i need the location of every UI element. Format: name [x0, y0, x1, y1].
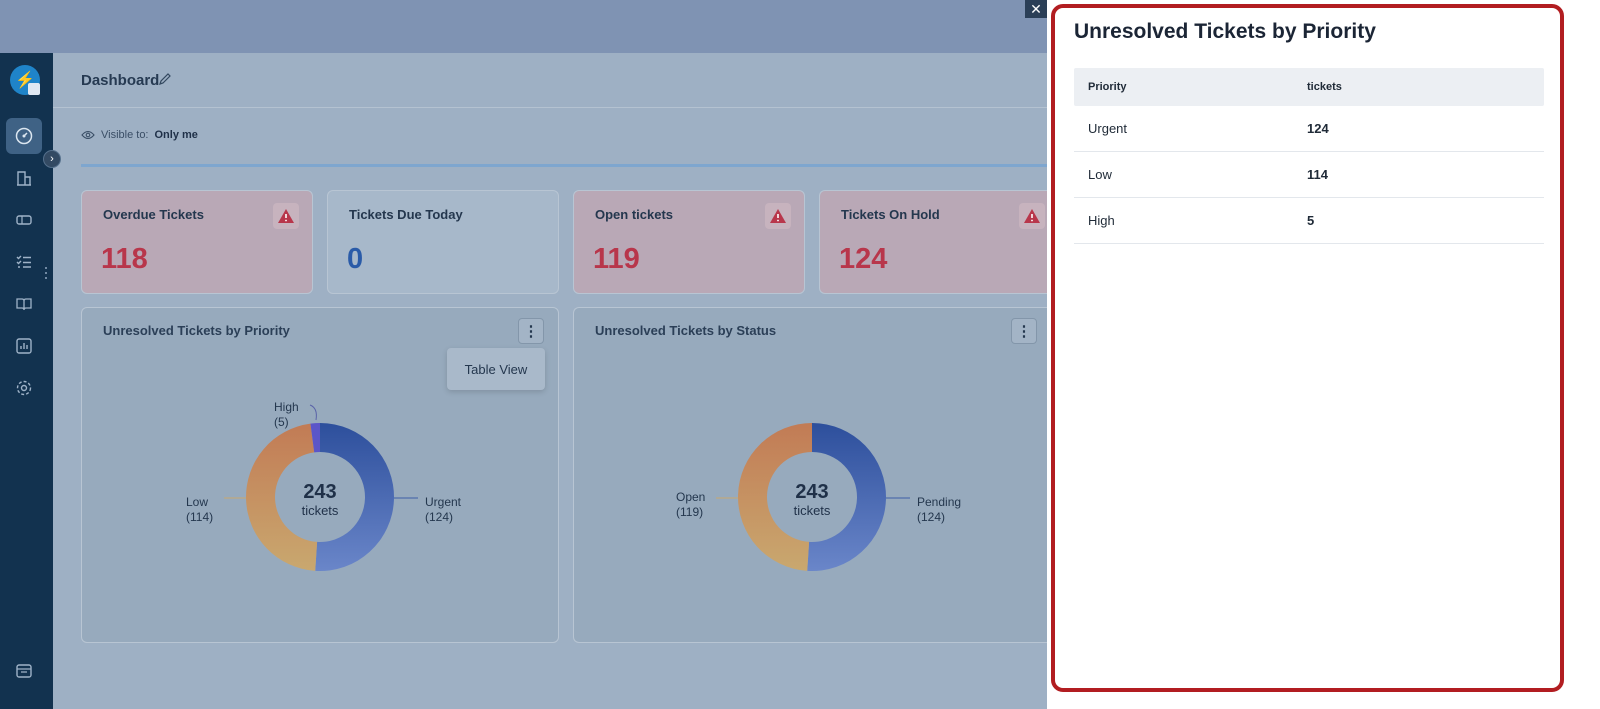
page-title: Dashboard — [81, 72, 160, 89]
cell-tickets: 124 — [1307, 121, 1329, 136]
companies-icon — [17, 171, 31, 186]
visible-label: Visible to: — [101, 129, 149, 141]
label-open-count: (119) — [676, 505, 703, 519]
knowledge-base-icon — [16, 298, 32, 311]
donut-segment-pending[interactable] — [807, 423, 886, 571]
cell-priority: High — [1088, 213, 1115, 228]
label-urgent-count: (124) — [425, 510, 453, 524]
chart-title: Unresolved Tickets by Status — [595, 323, 777, 338]
label-high: High — [274, 400, 299, 414]
menu-item-table-view[interactable]: Table View — [447, 348, 545, 390]
donut-center-label: tickets — [794, 503, 831, 518]
chart-title: Unresolved Tickets by Priority — [103, 323, 290, 338]
sidebar-item-knowledge-base[interactable] — [6, 286, 42, 322]
column-header-tickets[interactable]: tickets — [1307, 81, 1342, 93]
label-urgent: Urgent — [425, 495, 462, 509]
visible-value: Only me — [154, 129, 198, 141]
table-row: High 5 — [1074, 198, 1544, 244]
stat-label: Overdue Tickets — [103, 207, 204, 222]
donut-segment-urgent[interactable] — [315, 423, 394, 571]
table-row: Low 114 — [1074, 152, 1544, 198]
tickets-icon — [16, 215, 32, 225]
stat-card-due-today[interactable]: Tickets Due Today 0 — [327, 190, 559, 294]
stat-label: Tickets Due Today — [349, 207, 463, 222]
sidebar-item-dashboard[interactable] — [6, 118, 42, 154]
table-row: Urgent 124 — [1074, 106, 1544, 152]
priority-table: Priority tickets Urgent 124 Low 114 High… — [1074, 68, 1544, 244]
dashboard-main: Dashboard Visible to: Only me Overdue Ti… — [53, 53, 1053, 709]
stat-label: Tickets On Hold — [841, 207, 940, 222]
stat-value: 0 — [347, 243, 364, 275]
workspace-icon — [16, 664, 32, 678]
donut-segment-low[interactable] — [245, 423, 318, 571]
sidebar: ⚡ › — [0, 53, 61, 709]
table-header: Priority tickets — [1074, 68, 1544, 106]
stat-card-open[interactable]: Open tickets 119 — [573, 190, 805, 294]
reports-icon — [16, 338, 32, 354]
cell-tickets: 114 — [1307, 167, 1328, 182]
logo-badge-icon — [28, 83, 40, 95]
sidebar-item-settings[interactable] — [6, 370, 42, 406]
stat-card-on-hold[interactable]: Tickets On Hold 124 — [819, 190, 1053, 294]
sidebar-item-workspace[interactable] — [6, 653, 42, 689]
stat-label: Open tickets — [595, 207, 674, 222]
stat-value: 124 — [839, 243, 888, 275]
stat-card-overdue[interactable]: Overdue Tickets 118 — [81, 190, 313, 294]
sidebar-item-companies[interactable] — [6, 160, 42, 196]
column-header-priority[interactable]: Priority — [1088, 81, 1127, 93]
priority-donut-chart: 243 tickets High (5) Low (114) Urgent (1… — [186, 400, 462, 571]
donut-center-value: 243 — [795, 481, 828, 503]
sidebar-expand-button[interactable]: › — [43, 150, 61, 168]
progress-line — [81, 164, 1053, 167]
donut-segment-high[interactable] — [310, 423, 320, 453]
chart-card-status: Unresolved Tickets by Status ⋮ 243 ticke… — [573, 307, 1053, 643]
stat-value: 118 — [101, 243, 148, 275]
settings-icon — [16, 380, 32, 396]
label-line-high — [309, 404, 317, 421]
warning-icon — [1019, 203, 1045, 229]
tickets-more-icon[interactable] — [45, 267, 48, 281]
dashboard-header: Dashboard — [53, 53, 1053, 108]
sidebar-item-tasks[interactable] — [6, 244, 42, 280]
visibility-row: Visible to: Only me — [81, 129, 198, 141]
sidebar-item-reports[interactable] — [6, 328, 42, 364]
label-pending-count: (124) — [917, 510, 945, 524]
label-pending: Pending — [917, 495, 961, 509]
warning-icon — [273, 203, 299, 229]
cell-priority: Urgent — [1088, 121, 1128, 136]
status-donut-chart: 243 tickets Open (119) Pending (124) — [676, 423, 961, 571]
stat-value: 119 — [593, 243, 640, 275]
label-high-count: (5) — [274, 415, 289, 429]
eye-icon — [81, 130, 95, 140]
donut-segments — [245, 423, 394, 571]
cell-tickets: 5 — [1307, 213, 1315, 228]
donut-segment-open[interactable] — [737, 423, 812, 571]
panel-highlight-frame — [1051, 4, 1564, 692]
sidebar-item-tickets[interactable] — [6, 202, 42, 238]
kebab-icon[interactable]: ⋮ — [1011, 318, 1037, 344]
close-icon[interactable]: ✕ — [1025, 0, 1047, 18]
panel-title: Unresolved Tickets by Priority — [1074, 20, 1376, 43]
label-open: Open — [676, 490, 705, 504]
edit-icon[interactable] — [157, 71, 173, 87]
label-low-count: (114) — [186, 510, 213, 524]
donut-center-value: 243 — [303, 481, 336, 503]
warning-icon — [765, 203, 791, 229]
cell-priority: Low — [1088, 167, 1112, 182]
kebab-icon[interactable]: ⋮ — [518, 318, 544, 344]
tasks-icon — [16, 255, 31, 268]
chart-card-priority: Unresolved Tickets by Priority ⋮ Table V… — [81, 307, 559, 643]
donut-segments — [737, 423, 886, 571]
donut-center-label: tickets — [302, 503, 339, 518]
label-low: Low — [186, 495, 208, 509]
dashboard-icon — [15, 127, 33, 145]
table-view-panel: Unresolved Tickets by Priority Priority … — [1047, 0, 1600, 709]
